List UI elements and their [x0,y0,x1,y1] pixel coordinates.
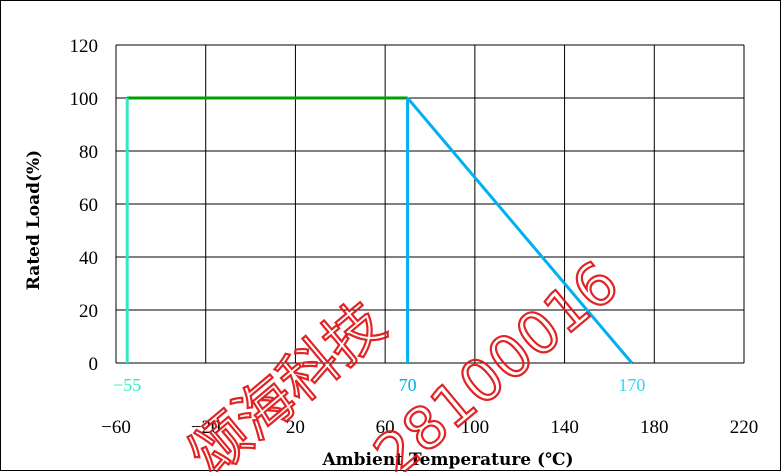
x-tick-label: 140 [550,417,579,438]
y-tick-label: 0 [89,354,99,375]
y-tick-label: 20 [79,301,98,322]
x-tick-label: 60 [376,417,395,438]
grid [115,44,745,364]
y-axis-title: Rated Load(%) [24,150,44,290]
annotation-label-0: −55 [113,375,141,395]
y-tick-label: 40 [79,248,98,269]
watermark: 颂海科技 28100016 [175,247,632,472]
y-tick-label: 100 [70,89,99,110]
x-tick-labels: −60 −20 20 60 100 140 180 220 [101,417,758,438]
annotation-label-1: 70 [399,375,417,395]
annotation-label-2: 170 [618,375,645,395]
watermark-cn-text: 颂海科技 [176,288,397,472]
x-tick-label: 220 [730,417,759,438]
series-line-3 [406,97,634,364]
y-tick-label: 60 [79,195,98,216]
x-tick-label: 20 [286,417,305,438]
y-tick-label: 120 [70,36,99,57]
series-layer [125,96,634,364]
x-tick-label: 100 [461,417,490,438]
x-tick-label: −60 [101,417,131,438]
x-tick-label: 180 [640,417,669,438]
x-axis-title: Ambient Temperature (℃) [321,450,573,470]
x-tick-label: −20 [191,417,221,438]
annotations: −55 70 170 [113,375,645,395]
y-tick-label: 80 [79,142,98,163]
watermark-number-text: 28100016 [361,248,631,472]
y-tick-labels: 0 20 40 60 80 100 120 [70,36,99,375]
